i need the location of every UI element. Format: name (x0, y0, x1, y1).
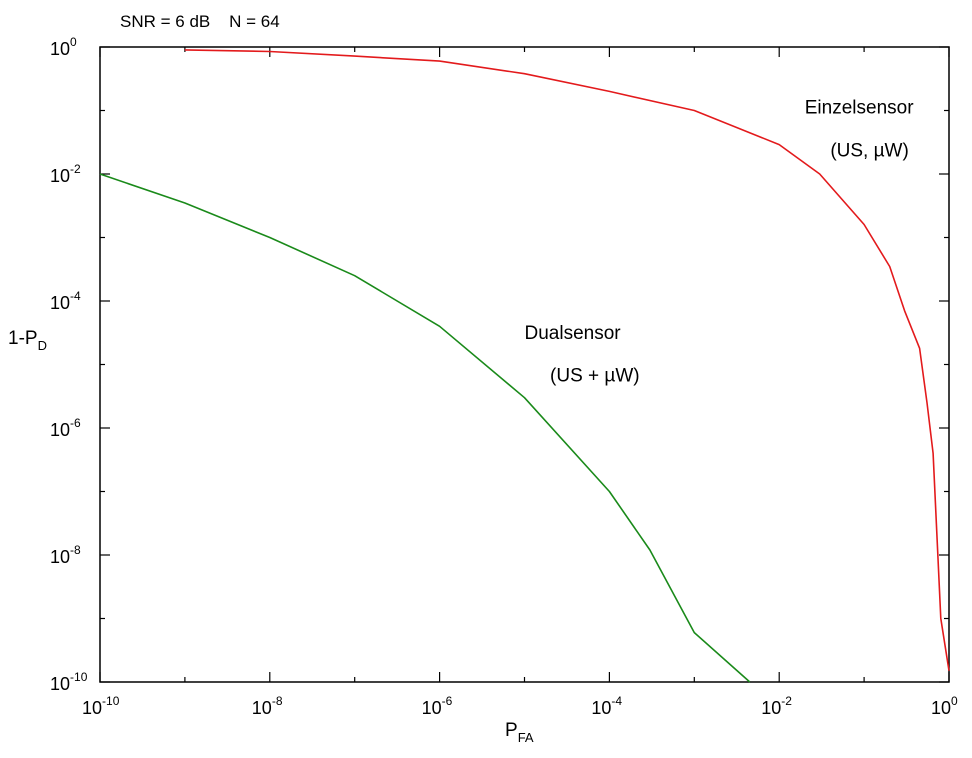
plot-frame (99, 46, 950, 683)
series-line-1 (184, 49, 950, 671)
x-axis-label-sub: FA (518, 730, 534, 745)
y-tick-label: 10-6 (50, 416, 81, 440)
x-tick-label: 10-4 (591, 694, 622, 718)
y-axis-label: 1-PD (8, 328, 47, 353)
annotation-label: Dualsensor (525, 323, 622, 344)
y-tick-label: 10-10 (50, 670, 88, 694)
y-tick-label: 10-2 (50, 162, 81, 186)
axis-ticks (99, 46, 950, 683)
x-tick-label: 10-8 (252, 694, 283, 718)
series-layer (99, 49, 950, 683)
y-axis-label-main: 1-P (8, 328, 38, 349)
series-line-2 (99, 173, 751, 683)
annotations: Einzelsensor (US, µW) Dualsensor (US + µW) (525, 97, 915, 386)
x-tick-label: 10-6 (422, 694, 453, 718)
x-tick-label: 100 (931, 694, 958, 718)
y-tick-label: 10-4 (50, 289, 81, 313)
y-tick-label: 100 (50, 35, 77, 59)
x-axis-label: PFA (505, 720, 534, 745)
x-tick-labels: 10-10 10-8 10-6 10-4 10-2 100 (82, 694, 958, 718)
y-tick-labels: 100 10-2 10-4 10-6 10-8 10-10 (50, 35, 88, 694)
x-tick-label: 10-10 (82, 694, 120, 718)
y-axis-label-sub: D (38, 338, 47, 353)
annotation-label: (US, µW) (830, 140, 909, 161)
annotation-label: (US + µW) (550, 365, 640, 386)
y-tick-label: 10-8 (50, 543, 81, 567)
chart-title: SNR = 6 dB N = 64 (120, 12, 280, 31)
x-axis-label-main: P (505, 720, 518, 741)
x-tick-label: 10-2 (761, 694, 792, 718)
annotation-label: Einzelsensor (805, 97, 914, 118)
